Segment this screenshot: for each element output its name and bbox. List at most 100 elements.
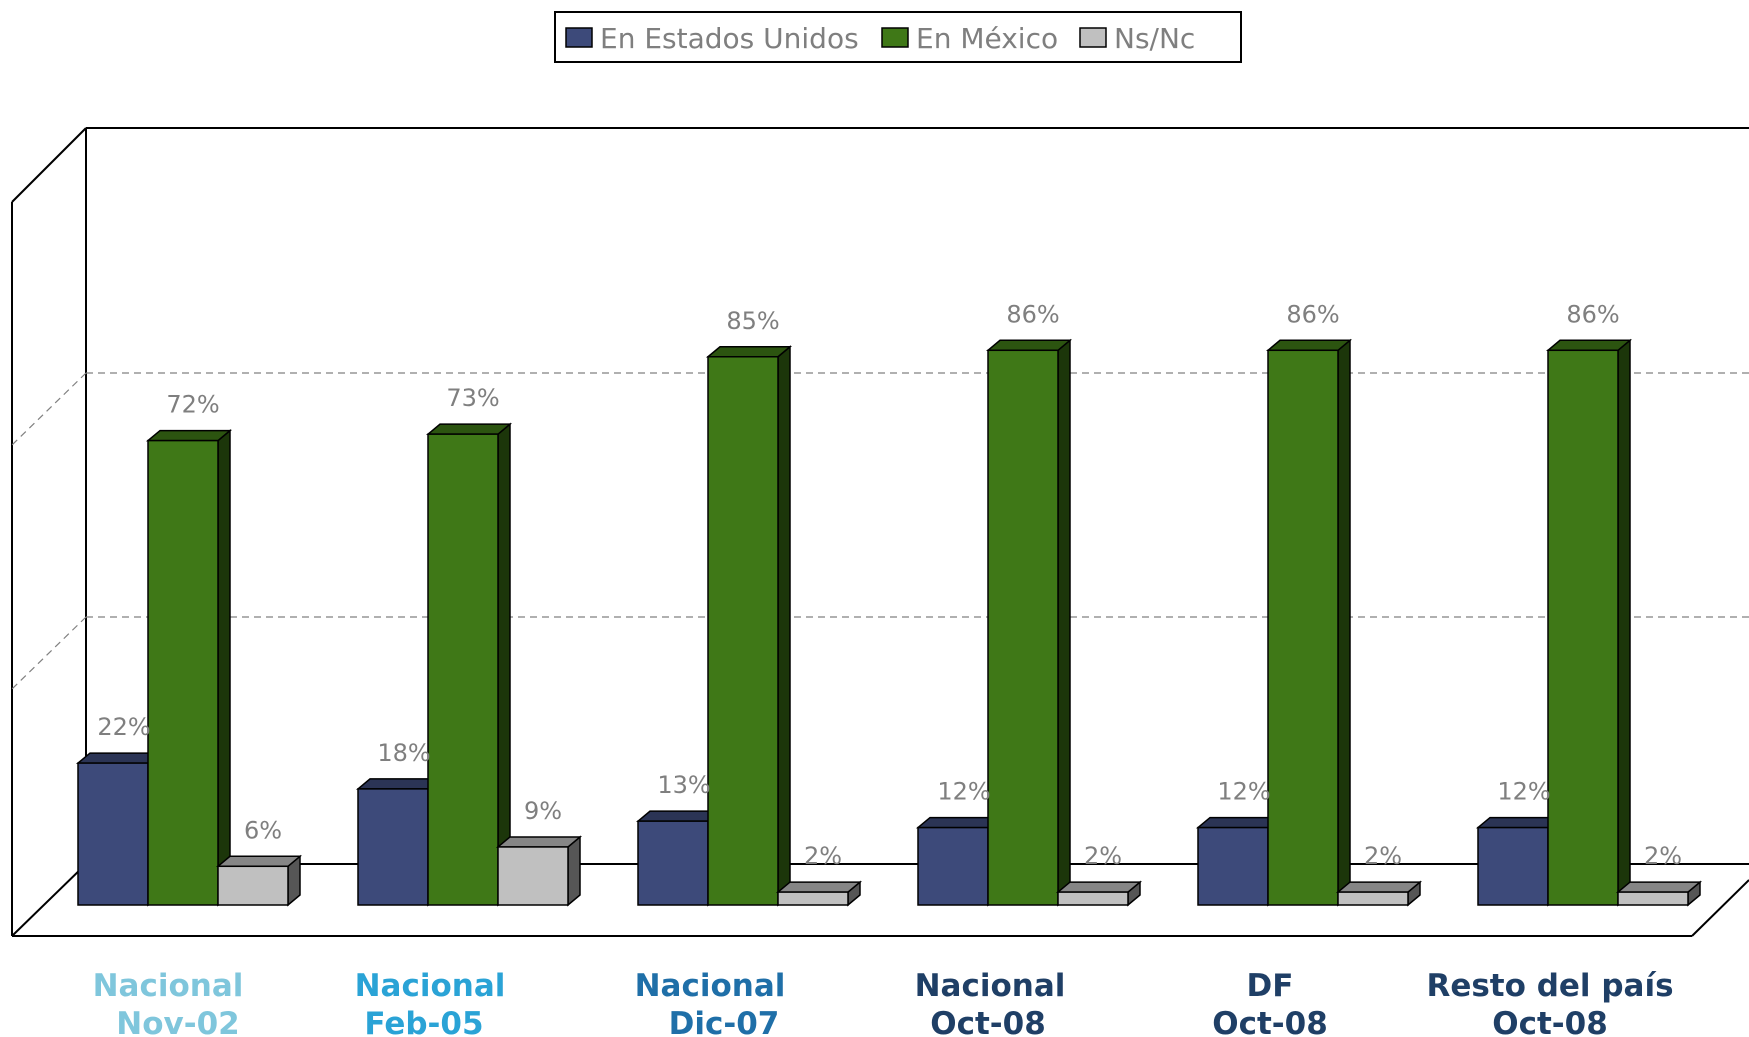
value-label: 86% xyxy=(1006,300,1059,328)
bar-3-2 xyxy=(705,345,793,907)
bar-front xyxy=(1267,349,1339,906)
chart-frame xyxy=(11,127,1749,937)
bar-top xyxy=(1615,881,1703,893)
legend-swatch xyxy=(881,27,909,48)
floor-left-edge xyxy=(11,863,87,937)
bar-3-3 xyxy=(775,880,863,907)
legend-entry: En México xyxy=(881,22,1058,55)
gridlines xyxy=(11,372,1749,690)
bar-front xyxy=(1337,891,1409,906)
category-label: Oct-08 xyxy=(1212,1006,1328,1037)
bar-front xyxy=(1057,891,1129,906)
side-wall-top xyxy=(11,127,87,203)
category-label: Oct-08 xyxy=(1492,1006,1608,1037)
bar-front xyxy=(357,788,429,906)
category-label: Nov-02 xyxy=(116,1006,239,1037)
bar-top xyxy=(145,429,233,442)
value-label: 2% xyxy=(1084,842,1122,870)
bar-front xyxy=(707,356,779,906)
bar-side xyxy=(567,835,581,907)
bar-top xyxy=(215,855,303,868)
bar-front xyxy=(777,891,849,906)
bar-front xyxy=(1547,349,1619,906)
category-label: Dic-07 xyxy=(669,1006,780,1037)
value-label: 12% xyxy=(937,778,990,806)
value-label: 6% xyxy=(244,816,282,844)
bar-top xyxy=(1265,339,1353,352)
value-label: 2% xyxy=(1364,842,1402,870)
bar-front xyxy=(917,826,989,906)
bar-top xyxy=(1055,881,1143,893)
legend-swatch xyxy=(1079,27,1107,48)
value-label: 86% xyxy=(1566,300,1619,328)
bar-5-2 xyxy=(1265,338,1353,907)
value-label: 9% xyxy=(524,797,562,825)
legend: En Estados Unidos En México Ns/Nc xyxy=(554,11,1242,63)
bar-side xyxy=(217,428,231,907)
value-label: 85% xyxy=(726,307,779,335)
category-label: Nacional xyxy=(355,968,506,1004)
value-label: 12% xyxy=(1497,778,1550,806)
category-labels: NacionalNov-02NacionalFeb-05NacionalDic-… xyxy=(93,968,1674,1037)
bar-top xyxy=(775,881,863,893)
bar-top xyxy=(1335,881,1423,893)
bar-top xyxy=(1545,339,1633,352)
value-labels: 22% 72% 6% 18% 73% 9% 13% 85% 2% 12% 86% 2% 12% 86% 2%… xyxy=(97,300,1682,870)
value-label: 86% xyxy=(1286,300,1339,328)
bar-front xyxy=(217,865,289,906)
bar-5-3 xyxy=(1335,880,1423,907)
bar-side xyxy=(777,345,791,907)
bars xyxy=(75,338,1703,907)
bar-1-2 xyxy=(145,428,233,907)
category-label: DF xyxy=(1247,968,1294,1004)
value-label: 73% xyxy=(446,384,499,412)
bar-side xyxy=(1057,338,1071,907)
bar-6-3 xyxy=(1615,880,1703,907)
bar-top xyxy=(425,423,513,435)
legend-swatch xyxy=(565,27,593,48)
bar-4-3 xyxy=(1055,880,1143,907)
bar-1-3 xyxy=(215,854,303,907)
value-label: 12% xyxy=(1217,778,1270,806)
bar-side xyxy=(1617,338,1631,907)
category-label: Resto del país xyxy=(1426,968,1673,1004)
category-label: Feb-05 xyxy=(364,1006,483,1037)
floor-right-edge xyxy=(1691,879,1749,937)
bar-side xyxy=(497,422,511,907)
legend-label: Ns/Nc xyxy=(1114,22,1195,55)
bar-top xyxy=(985,339,1073,352)
bar-front xyxy=(77,762,149,906)
value-label: 22% xyxy=(97,713,150,741)
value-label: 2% xyxy=(1644,842,1682,870)
bar-front xyxy=(637,820,709,906)
bar-2-3 xyxy=(495,835,583,907)
bar-top xyxy=(705,346,793,358)
value-label: 18% xyxy=(377,739,430,767)
category-label: Nacional xyxy=(915,968,1066,1004)
bar-front xyxy=(427,433,499,906)
bar-2-2 xyxy=(425,422,513,907)
bar-front xyxy=(987,349,1059,906)
value-label: 72% xyxy=(166,391,219,419)
legend-entry: En Estados Unidos xyxy=(565,22,859,55)
bar-6-2 xyxy=(1545,338,1633,907)
legend-label: En México xyxy=(916,22,1058,55)
bar-front xyxy=(497,846,569,906)
value-label: 13% xyxy=(657,771,710,799)
gridline-side xyxy=(11,372,87,446)
bar-side xyxy=(1337,338,1351,907)
bar-front xyxy=(1197,826,1269,906)
legend-entry: Ns/Nc xyxy=(1079,22,1195,55)
category-label: Nacional xyxy=(93,968,244,1004)
bar-6-1 xyxy=(1475,815,1563,907)
bar-top xyxy=(495,836,583,848)
value-label: 2% xyxy=(804,842,842,870)
category-label: Nacional xyxy=(635,968,786,1004)
legend-label: En Estados Unidos xyxy=(600,22,859,55)
gridline-side xyxy=(11,616,87,690)
category-label: Oct-08 xyxy=(930,1006,1046,1037)
bar-front xyxy=(1617,891,1689,906)
bar-4-2 xyxy=(985,338,1073,907)
bar-front xyxy=(1477,826,1549,906)
